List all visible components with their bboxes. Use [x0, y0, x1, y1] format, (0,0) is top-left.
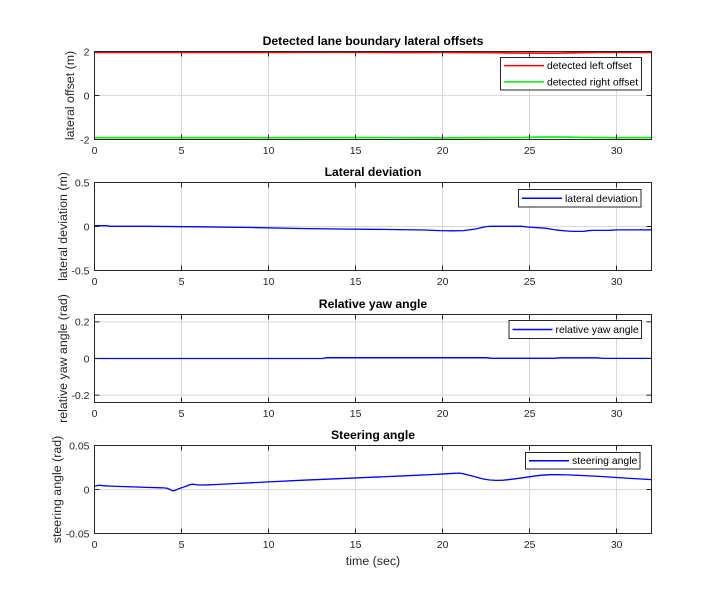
svg-text:5: 5 — [179, 408, 185, 420]
svg-text:-0.05: -0.05 — [66, 528, 90, 540]
svg-text:0.05: 0.05 — [69, 440, 90, 452]
svg-text:-2: -2 — [80, 134, 89, 146]
svg-text:30: 30 — [611, 276, 623, 288]
svg-text:Detected lane boundary lateral: Detected lane boundary lateral offsets — [263, 34, 484, 48]
svg-text:5: 5 — [179, 539, 185, 551]
svg-text:0: 0 — [92, 408, 98, 420]
svg-text:20: 20 — [437, 408, 449, 420]
svg-text:detected right offset: detected right offset — [547, 77, 638, 88]
svg-text:Relative yaw angle: Relative yaw angle — [319, 297, 428, 311]
svg-text:steering angle: steering angle — [572, 456, 637, 467]
svg-text:lateral offset (m): lateral offset (m) — [63, 51, 77, 140]
svg-text:Steering angle: Steering angle — [331, 428, 415, 442]
svg-text:0: 0 — [84, 353, 90, 365]
svg-text:relative yaw angle: relative yaw angle — [556, 325, 639, 336]
svg-text:time (sec): time (sec) — [346, 554, 400, 568]
svg-text:0: 0 — [84, 484, 90, 496]
svg-text:15: 15 — [350, 539, 362, 551]
svg-text:25: 25 — [524, 539, 536, 551]
svg-text:25: 25 — [524, 408, 536, 420]
svg-text:20: 20 — [437, 276, 449, 288]
svg-text:25: 25 — [524, 276, 536, 288]
svg-text:10: 10 — [263, 145, 275, 157]
svg-text:-0.5: -0.5 — [71, 265, 89, 277]
svg-text:Lateral deviation: Lateral deviation — [325, 165, 422, 179]
svg-text:15: 15 — [350, 408, 362, 420]
svg-text:5: 5 — [179, 145, 185, 157]
svg-text:relative yaw angle (rad): relative yaw angle (rad) — [56, 294, 70, 423]
svg-text:detected left offset: detected left offset — [547, 61, 632, 72]
svg-text:0: 0 — [92, 539, 98, 551]
svg-text:15: 15 — [350, 276, 362, 288]
svg-text:20: 20 — [437, 539, 449, 551]
svg-text:steering angle (rad): steering angle (rad) — [50, 436, 64, 543]
svg-text:0: 0 — [92, 276, 98, 288]
svg-text:-0.2: -0.2 — [71, 390, 89, 402]
svg-text:lateral deviation (m): lateral deviation (m) — [56, 172, 70, 281]
svg-text:25: 25 — [524, 145, 536, 157]
svg-text:lateral deviation: lateral deviation — [565, 194, 638, 205]
svg-text:5: 5 — [179, 276, 185, 288]
svg-text:30: 30 — [611, 145, 623, 157]
svg-text:15: 15 — [350, 145, 362, 157]
svg-text:10: 10 — [263, 408, 275, 420]
svg-text:0.5: 0.5 — [75, 177, 90, 189]
svg-text:0.2: 0.2 — [75, 317, 90, 329]
svg-text:0: 0 — [84, 221, 90, 233]
svg-text:20: 20 — [437, 145, 449, 157]
svg-text:0: 0 — [84, 90, 90, 102]
svg-text:0: 0 — [92, 145, 98, 157]
svg-text:30: 30 — [611, 408, 623, 420]
svg-text:2: 2 — [84, 46, 90, 58]
svg-text:10: 10 — [263, 276, 275, 288]
svg-text:10: 10 — [263, 539, 275, 551]
svg-text:30: 30 — [611, 539, 623, 551]
